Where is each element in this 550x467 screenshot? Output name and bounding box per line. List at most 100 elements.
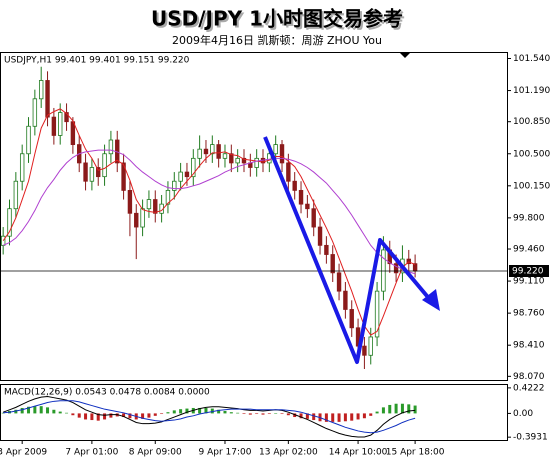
- candle-body: [324, 244, 329, 255]
- macd-bar: [33, 406, 37, 414]
- macd-bar: [185, 408, 189, 414]
- y-tick-label: 98.070: [513, 372, 545, 382]
- candle-body: [381, 249, 386, 292]
- candle-body: [311, 208, 316, 228]
- candle-body: [216, 144, 221, 159]
- macd-bar: [312, 413, 316, 421]
- macd-bar: [141, 413, 145, 419]
- candle-body: [330, 254, 335, 274]
- macd-bar: [286, 413, 290, 416]
- macd-bar: [46, 407, 50, 414]
- candle-body: [349, 309, 354, 329]
- candle-body: [140, 208, 145, 228]
- macd-bar: [153, 413, 157, 416]
- candle-body: [362, 345, 367, 356]
- macd-bar: [90, 413, 94, 421]
- candle-body: [153, 199, 158, 214]
- x-tick-label: 8 Apr 09:00: [129, 448, 182, 458]
- macd-bar: [369, 413, 373, 416]
- y-tick-label: 100.500: [513, 149, 550, 159]
- y-tick-label: 99.460: [513, 245, 545, 255]
- x-tick-label: 7 Apr 01:00: [65, 448, 118, 458]
- y-tick-label: 99.110: [513, 277, 545, 287]
- moving-average: [2, 108, 416, 336]
- y-tick-label: 99.800: [513, 213, 545, 223]
- candle-body: [191, 157, 196, 178]
- candle-body: [19, 153, 25, 182]
- candle-body: [235, 157, 240, 164]
- moving-average: [2, 149, 416, 275]
- macd-bar: [400, 403, 404, 414]
- current-price-label: 99.220: [512, 267, 544, 277]
- candle-body: [267, 153, 272, 164]
- macd-bar: [77, 413, 81, 418]
- y-tick-label: -0.3931: [513, 433, 548, 443]
- macd-bar: [248, 413, 252, 415]
- candle-body: [279, 144, 285, 164]
- macd-bar: [375, 411, 379, 414]
- macd-bar: [14, 409, 18, 414]
- candle-body: [134, 212, 139, 228]
- y-tick-label: 0.4222: [513, 383, 545, 393]
- macd-line: [2, 395, 416, 438]
- y-tick-label: 98.760: [513, 309, 545, 319]
- candle-body: [64, 112, 69, 123]
- candle-body: [0, 235, 6, 246]
- candle-body: [412, 263, 418, 272]
- macd-bar: [407, 404, 411, 414]
- x-tick-label: 15 Apr 18:00: [386, 448, 445, 458]
- macd-bar: [122, 413, 126, 418]
- macd-bar: [229, 412, 233, 414]
- symbol-label: USDJPY,H1 99.401 99.401 99.151 99.220: [4, 56, 190, 66]
- macd-bar: [305, 413, 309, 419]
- macd-bar: [293, 413, 297, 418]
- macd-bar: [324, 413, 328, 422]
- macd-line: [3, 400, 416, 434]
- candle-body: [298, 189, 304, 205]
- x-tick-label: 9 Apr 17:00: [198, 448, 251, 458]
- candle-body: [229, 153, 234, 164]
- candle-body: [89, 167, 95, 182]
- candle-body: [96, 167, 101, 178]
- candle-body: [393, 263, 399, 274]
- macd-bar: [267, 413, 271, 415]
- macd-bar: [350, 413, 354, 421]
- macd-bar: [261, 413, 265, 415]
- y-tick-label: 100.850: [513, 117, 550, 127]
- macd-bar: [204, 407, 208, 414]
- macd-bar: [65, 412, 69, 414]
- macd-bar: [71, 413, 75, 416]
- macd-bar: [172, 410, 176, 414]
- macd-bar: [280, 413, 284, 415]
- candle-body: [38, 80, 44, 100]
- candle-body: [305, 203, 310, 210]
- macd-bar: [331, 413, 335, 422]
- macd-bar: [413, 405, 417, 414]
- candle-body: [121, 162, 126, 191]
- macd-bar: [210, 408, 214, 414]
- candle-body: [45, 80, 50, 118]
- macd-bar: [52, 409, 56, 414]
- macd-bar: [242, 413, 246, 415]
- macd-bar: [337, 413, 341, 422]
- macd-bar: [394, 403, 398, 414]
- macd-bar: [274, 413, 278, 414]
- candle-body: [292, 180, 297, 191]
- candle-body: [374, 290, 380, 338]
- chart-title: USD/JPY 1小时图交易参考: [151, 7, 403, 31]
- y-tick-label: 101.190: [513, 86, 550, 96]
- macd-bar: [39, 406, 43, 414]
- macd-bar: [388, 404, 392, 414]
- candle-body: [184, 171, 190, 178]
- macd-bar: [84, 413, 88, 420]
- candle-body: [32, 98, 38, 127]
- current-price-box: [509, 265, 549, 277]
- y-tick-label: 98.410: [513, 341, 545, 351]
- trend-arrow: [263, 136, 434, 364]
- candle-body: [127, 189, 133, 214]
- macd-bar: [109, 413, 113, 418]
- macd-bar: [27, 406, 31, 414]
- macd-bar: [147, 413, 151, 418]
- annotation-arrows: [263, 136, 440, 364]
